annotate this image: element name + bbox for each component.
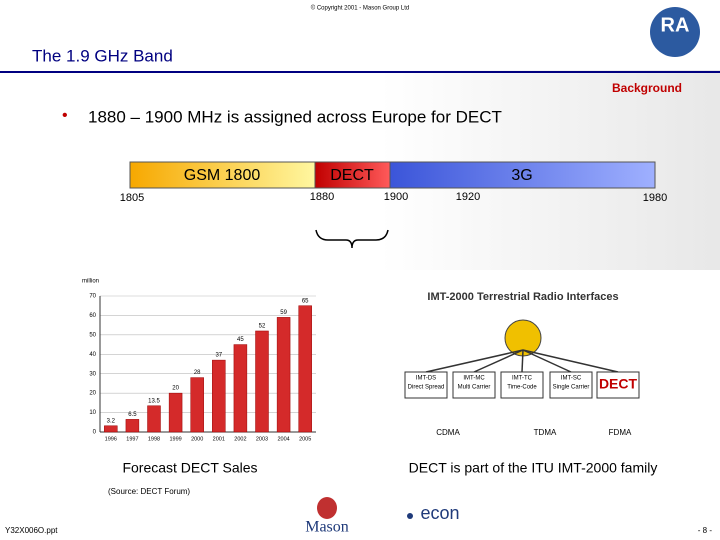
y-tick-label: 60 [89,313,96,319]
interface-box [404,371,448,399]
freq: 1880 [310,191,334,203]
freq: 1805 [120,192,144,204]
bar [233,344,248,433]
value-label: 13.5 [148,398,160,404]
interface-code: IMT-SC [561,376,582,382]
band-label: DECT [330,167,374,184]
interface-box [500,371,544,399]
footer-file: Y32X006O.ppt [5,526,58,535]
y-tick-label: 10 [89,410,96,416]
value-label: 59 [280,310,287,316]
band-label: GSM 1800 [184,167,261,184]
value-label: 20 [172,386,179,392]
freq: 1920 [456,191,480,203]
econ-dot [407,513,413,519]
section: Background [612,81,682,95]
value-label: 3.2 [107,418,116,424]
chart-unit: million [82,279,99,285]
interface-code: IMT-DS [416,376,436,382]
freq: 1900 [384,191,408,203]
x-tick-label: 2004 [277,436,289,442]
bar [168,392,183,433]
footer-page: - 8 - [698,526,713,535]
x-tick-label: 1997 [126,436,138,442]
bullet: 1880 – 1900 MHz is assigned across Europ… [88,107,502,126]
x-tick-label: 2000 [191,436,203,442]
value-label: 37 [215,353,222,359]
connector [521,349,524,373]
freq: 1980 [643,192,667,204]
logo-text: RA [661,14,690,36]
bar [276,317,291,433]
title: The 1.9 GHz Band [32,46,173,65]
bullet-dot: • [62,107,68,124]
diagram-title-text: IMT-2000 Terrestrial Radio Interfaces [427,291,618,303]
y-tick-label: 70 [89,294,96,300]
value-label: 28 [194,370,201,376]
logo [650,7,700,57]
band-3g [389,161,656,189]
access-group: FDMA [609,428,632,437]
interface-box [596,371,640,399]
value-label: 45 [237,337,244,343]
y-tick-label: 20 [89,391,96,397]
y-tick-label: 0 [93,430,97,436]
interface-desc: Single Carrier [553,385,590,391]
chart: 0 10 20 30 40 50 60 70 3.2 1996 6.5 1997 13.5 1998 20 1… [89,294,316,442]
value-label: 52 [259,324,266,330]
y-tick-label: 30 [89,371,96,377]
interface-desc: Direct Spread [408,385,445,391]
footer-brand: econ [420,503,459,523]
access-group: CDMA [436,428,460,437]
y-tick-label: 40 [89,352,96,358]
connector [425,349,524,373]
value-label: 6.5 [128,412,137,418]
diagram-title: IMT-2000 Terrestrial Radio Interfaces [427,291,618,303]
y-tick-label: 50 [89,332,96,338]
interface-box [549,371,593,399]
bar [190,377,204,433]
interface-code: DECT [599,376,638,392]
source: (Source: DECT Forum) [108,487,190,496]
interface-desc: Time-Code [507,385,537,391]
diagram: IMT-DS Direct Spread IMT-MC Multi Carrier IM… [404,349,640,437]
x-tick-label: 2003 [256,436,268,442]
bar [125,419,140,433]
bar [255,330,269,433]
x-tick-label: 1998 [148,436,160,442]
x-tick-label: 1999 [169,436,181,442]
bar [104,425,118,433]
chart-caption: Forecast DECT Sales [122,460,257,476]
mason-logo [317,497,337,519]
band-gsm [129,161,316,189]
bar [212,359,226,433]
x-tick-label: 2005 [299,436,311,442]
interface-code: IMT-TC [512,376,533,382]
connector [522,349,572,373]
value-label: 65 [302,298,309,304]
copyright: © Copyright 2001 - Mason Group Ltd [311,5,409,12]
access-group: TDMA [534,428,557,437]
bar [298,305,312,433]
diagram-caption: DECT is part of the ITU IMT-2000 family [409,460,658,476]
x-tick-label: 1996 [105,436,117,442]
brace [315,229,389,249]
x-tick-label: 2002 [234,436,246,442]
connector [522,349,619,373]
interface-box [452,371,496,399]
connector [473,349,524,373]
x-tick-label: 2001 [213,436,225,442]
interface-desc: Multi Carrier [458,385,491,391]
footer-brand: Mason [305,519,349,536]
bar [147,405,161,433]
band-label: 3G [511,167,532,184]
interface-code: IMT-MC [463,376,485,382]
